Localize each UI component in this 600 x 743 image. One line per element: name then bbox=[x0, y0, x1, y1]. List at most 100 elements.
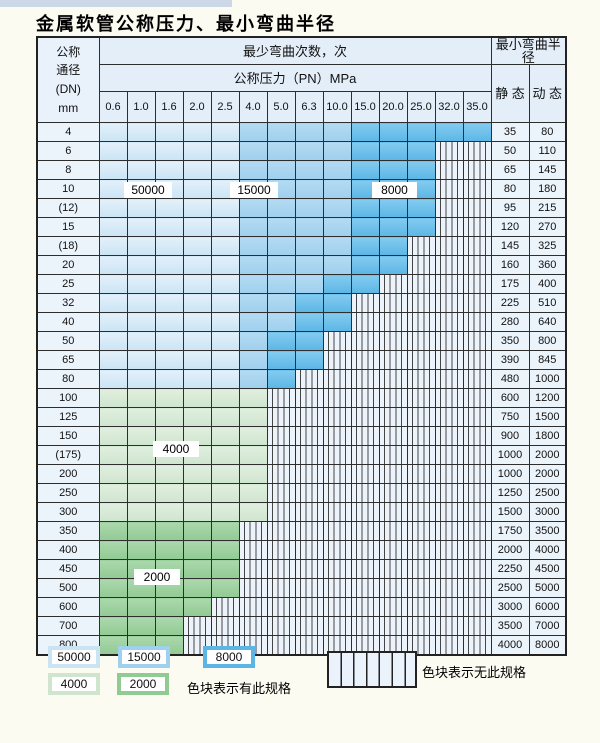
grid-cell bbox=[210, 597, 240, 617]
grid-cell bbox=[266, 464, 296, 484]
grid-cell bbox=[126, 616, 156, 636]
grid-cell bbox=[378, 559, 408, 579]
header-row: 0.6 1.0 1.6 2.0 2.5 4.0 5.0 6.3 10.0 15.0 20.0 25.0… bbox=[37, 91, 566, 123]
grid-cell bbox=[294, 578, 324, 598]
grid-cell bbox=[98, 426, 128, 446]
grid-cell bbox=[126, 502, 156, 522]
grid-cell bbox=[294, 597, 324, 617]
grid-cell bbox=[154, 141, 184, 161]
grid-cell bbox=[98, 407, 128, 427]
grid-cell bbox=[406, 616, 436, 636]
grid-cell bbox=[406, 274, 436, 294]
grid-cell bbox=[126, 198, 156, 218]
dn-value: 10 bbox=[36, 179, 100, 199]
zone-label-50000: 50000 bbox=[124, 182, 172, 198]
dn-value: 400 bbox=[36, 540, 100, 560]
grid-cell bbox=[322, 160, 352, 180]
grid-cell bbox=[378, 597, 408, 617]
grid-cell bbox=[462, 616, 492, 636]
grid-cell bbox=[182, 578, 212, 598]
grid-cell bbox=[406, 483, 436, 503]
grid-cell bbox=[266, 635, 296, 656]
grid-cell bbox=[322, 122, 352, 142]
dn-value: 8 bbox=[36, 160, 100, 180]
grid-cell bbox=[406, 369, 436, 389]
grid-cell bbox=[462, 445, 492, 465]
grid-cell bbox=[210, 217, 240, 237]
grid-cell bbox=[210, 540, 240, 560]
dynamic-value: 3500 bbox=[528, 521, 567, 541]
grid-cell bbox=[126, 464, 156, 484]
legend-value: 50000 bbox=[52, 650, 96, 664]
dynamic-value: 4000 bbox=[528, 540, 567, 560]
grid-cell bbox=[238, 198, 268, 218]
pressure-tick: 10.0 bbox=[322, 91, 352, 123]
dynamic-value: 845 bbox=[528, 350, 567, 370]
grid-cell bbox=[322, 578, 352, 598]
dynamic-value: 5000 bbox=[528, 578, 567, 598]
grid-cell bbox=[266, 483, 296, 503]
grid-cell bbox=[266, 293, 296, 313]
grid-cell bbox=[434, 198, 464, 218]
pressure-tick: 2.5 bbox=[210, 91, 240, 123]
static-value: 145 bbox=[490, 236, 530, 256]
grid-cell bbox=[434, 521, 464, 541]
grid-cell bbox=[434, 312, 464, 332]
grid-cell bbox=[294, 559, 324, 579]
grid-cell bbox=[462, 160, 492, 180]
grid-cell bbox=[434, 426, 464, 446]
table-row: 15 120 270 bbox=[36, 217, 567, 237]
table-row: 300 1500 3000 bbox=[36, 502, 567, 522]
grid-cell bbox=[294, 331, 324, 351]
grid-cell bbox=[266, 331, 296, 351]
grid-cell bbox=[294, 369, 324, 389]
dn-value: 125 bbox=[36, 407, 100, 427]
dn-value: 200 bbox=[36, 464, 100, 484]
grid-cell bbox=[154, 198, 184, 218]
grid-cell bbox=[322, 616, 352, 636]
grid-cell bbox=[238, 274, 268, 294]
static-value: 480 bbox=[490, 369, 530, 389]
grid-cell bbox=[294, 141, 324, 161]
grid-cell bbox=[126, 312, 156, 332]
grid-cell bbox=[294, 122, 324, 142]
dynamic-value: 2000 bbox=[528, 464, 567, 484]
grid-cell bbox=[350, 122, 380, 142]
static-value: 900 bbox=[490, 426, 530, 446]
grid-cell bbox=[322, 445, 352, 465]
static-value: 1000 bbox=[490, 445, 530, 465]
grid-cell bbox=[210, 445, 240, 465]
table-row: 200 1000 2000 bbox=[36, 464, 567, 484]
grid-cell bbox=[182, 597, 212, 617]
grid-cell bbox=[126, 388, 156, 408]
grid-cell bbox=[434, 388, 464, 408]
grid-cell bbox=[182, 274, 212, 294]
grid-cell bbox=[406, 236, 436, 256]
grid-cell bbox=[350, 445, 380, 465]
grid-cell bbox=[210, 331, 240, 351]
grid-cell bbox=[462, 179, 492, 199]
grid-cell bbox=[98, 445, 128, 465]
grid-cell bbox=[98, 217, 128, 237]
pressure-tick: 15.0 bbox=[350, 91, 380, 123]
dn-value: (18) bbox=[36, 236, 100, 256]
grid-cell bbox=[462, 217, 492, 237]
legend-swatch-2000: 2000 bbox=[117, 673, 169, 695]
grid-cell bbox=[294, 635, 324, 656]
grid-cell bbox=[182, 388, 212, 408]
legend-swatch-4000: 4000 bbox=[48, 673, 100, 695]
zone-label-4000: 4000 bbox=[153, 441, 199, 457]
grid-cell bbox=[294, 388, 324, 408]
grid-cell bbox=[378, 350, 408, 370]
grid-cell bbox=[126, 236, 156, 256]
dynamic-value: 2500 bbox=[528, 483, 567, 503]
grid-cell bbox=[406, 464, 436, 484]
dynamic-value: 1500 bbox=[528, 407, 567, 427]
grid-cell bbox=[406, 141, 436, 161]
dn-value: 25 bbox=[36, 274, 100, 294]
grid-cell bbox=[182, 236, 212, 256]
grid-cell bbox=[266, 369, 296, 389]
grid-cell bbox=[294, 293, 324, 313]
grid-cell bbox=[434, 122, 464, 142]
grid-cell bbox=[154, 217, 184, 237]
